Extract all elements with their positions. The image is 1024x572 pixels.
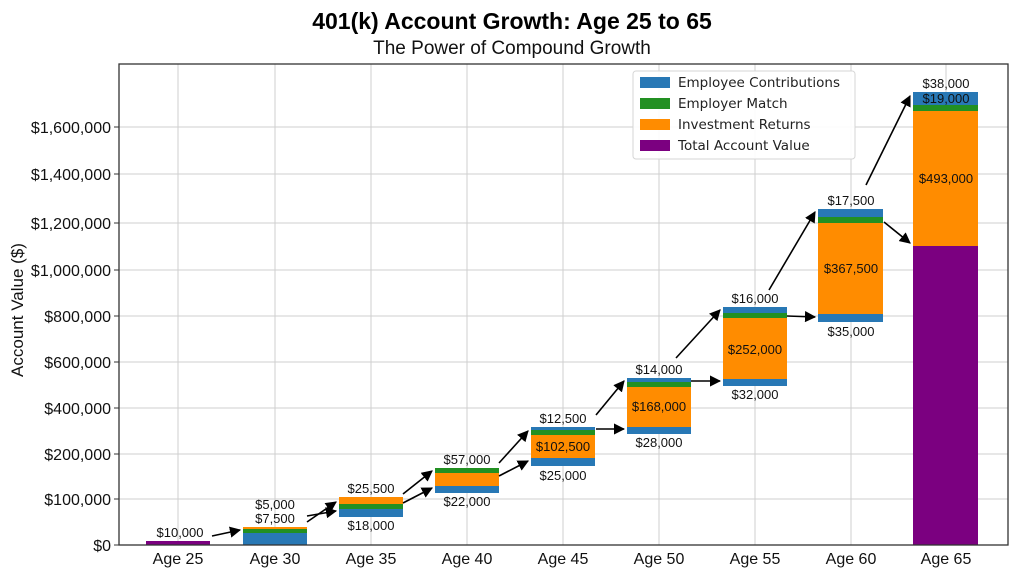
svg-text:$16,000: $16,000 [732,291,779,306]
svg-text:$493,000: $493,000 [919,171,973,186]
chart-title: 401(k) Account Growth: Age 25 to 65 [312,8,712,34]
svg-text:$17,500: $17,500 [828,193,875,208]
bar-age40 [435,468,499,493]
bar-age35 [339,497,403,517]
bar-age30 [243,527,307,545]
svg-text:$10,000: $10,000 [157,525,204,540]
legend-item-returns: Investment Returns [640,117,811,133]
svg-text:$19,000: $19,000 [923,91,970,106]
svg-text:$22,000: $22,000 [444,494,491,509]
svg-text:Age 65: Age 65 [921,551,972,568]
svg-text:$18,000: $18,000 [348,518,395,533]
svg-text:Age 35: Age 35 [346,551,397,568]
bar-age55 [723,307,787,386]
svg-text:Age 55: Age 55 [730,551,781,568]
bar-age25-total [146,541,210,545]
svg-text:Age 40: Age 40 [442,551,493,568]
bar-age65 [913,92,978,545]
value-labels: $10,000 $5,000 $7,500 $25,500 $18,000 $5… [157,76,974,540]
svg-text:$12,500: $12,500 [540,411,587,426]
svg-text:Age 30: Age 30 [250,551,301,568]
svg-text:Total Account Value: Total Account Value [677,138,810,154]
svg-text:Investment Returns: Investment Returns [678,117,811,133]
svg-text:$252,000: $252,000 [728,342,782,357]
svg-text:$1,600,000: $1,600,000 [31,120,111,137]
legend-item-employee: Employee Contributions [640,75,840,91]
svg-text:Age 25: Age 25 [153,551,204,568]
svg-text:$1,200,000: $1,200,000 [31,216,111,233]
y-tick-labels: $0 $100,000 $200,000 $400,000 $600,000 $… [31,120,111,555]
svg-text:Age 45: Age 45 [538,551,589,568]
legend-item-employer: Employer Match [640,96,788,112]
svg-text:$25,000: $25,000 [540,468,587,483]
bar-age45 [531,427,595,466]
svg-text:$800,000: $800,000 [44,309,111,326]
bar-age50 [627,378,691,434]
svg-text:$25,500: $25,500 [348,481,395,496]
x-tick-labels: Age 25 Age 30 Age 35 Age 40 Age 45 Age 5… [153,551,972,568]
svg-text:Employer Match: Employer Match [678,96,788,112]
svg-text:$7,500: $7,500 [255,511,295,526]
svg-text:$0: $0 [93,538,111,555]
svg-text:Age 60: Age 60 [826,551,877,568]
plot-frame [118,63,1009,546]
svg-text:$1,400,000: $1,400,000 [31,167,111,184]
svg-text:$32,000: $32,000 [732,387,779,402]
svg-text:$100,000: $100,000 [44,492,111,509]
legend-item-total: Total Account Value [640,138,810,154]
svg-text:$102,500: $102,500 [536,439,590,454]
chart-subtitle: The Power of Compound Growth [373,38,651,59]
bar-age60 [818,209,883,322]
svg-text:$14,000: $14,000 [636,362,683,377]
y-tick-marks [114,126,119,546]
svg-text:$28,000: $28,000 [636,435,683,450]
svg-text:$1,000,000: $1,000,000 [31,263,111,280]
svg-text:$200,000: $200,000 [44,447,111,464]
svg-text:$400,000: $400,000 [44,401,111,418]
flow-arrows [211,94,911,538]
svg-text:$168,000: $168,000 [632,399,686,414]
svg-text:$35,000: $35,000 [828,324,875,339]
svg-text:Employee Contributions: Employee Contributions [678,75,840,91]
svg-text:$367,500: $367,500 [824,261,878,276]
svg-text:$5,000: $5,000 [255,497,295,512]
legend: Employee Contributions Employer Match In… [632,70,856,160]
svg-text:$38,000: $38,000 [923,76,970,91]
svg-text:$600,000: $600,000 [44,355,111,372]
svg-text:Age 50: Age 50 [634,551,685,568]
bars [146,92,978,545]
svg-text:$57,000: $57,000 [444,452,491,467]
